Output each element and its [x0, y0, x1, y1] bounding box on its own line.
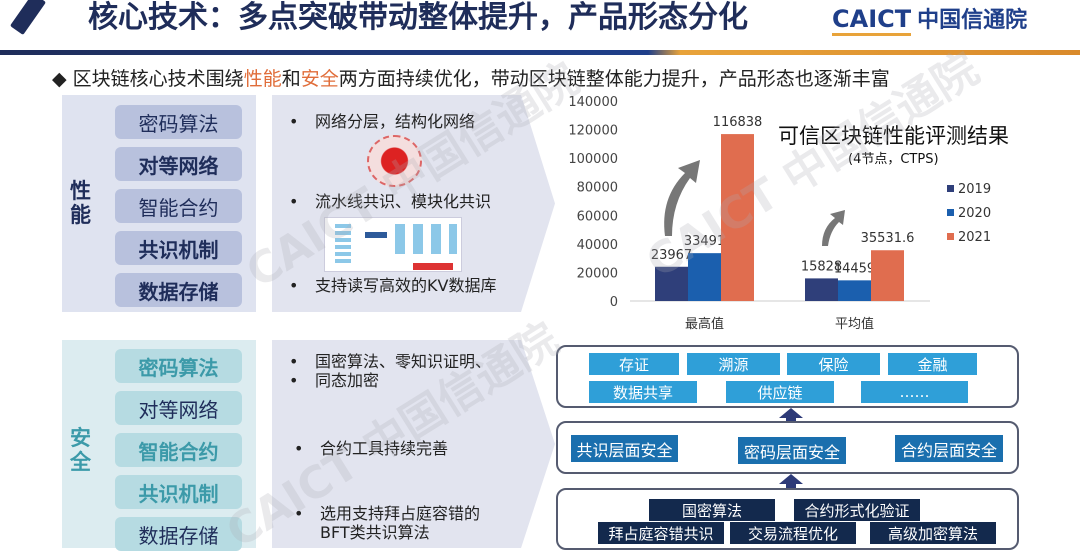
y-tick-label: 0: [610, 295, 618, 310]
app-chip: 供应链: [726, 381, 834, 403]
data-label: 33491: [684, 234, 725, 249]
app-chip: 溯源: [687, 353, 780, 375]
security-details: 国密算法、零知识证明、 同态加密 合约工具持续完善 选用支持拜占庭容错的 BFT…: [272, 340, 555, 548]
security-label: 安全: [70, 426, 91, 474]
legend-label: 2020: [958, 206, 991, 221]
network-diagram-image: [367, 135, 422, 187]
caict-logo: CAICT 中国信通院: [832, 2, 1027, 36]
perf-item: 数据存储: [115, 273, 242, 307]
performance-panel: 性能 密码算法 对等网络 智能合约 共识机制 数据存储: [62, 95, 256, 312]
y-tick-label: 40000: [577, 238, 618, 253]
up-arrow-icon: [779, 474, 803, 490]
bullet-continued: BFT类共识算法: [320, 523, 430, 542]
app-chip: 数据共享: [589, 381, 697, 403]
application-layer: 存证 溯源 保险 金融 数据共享 供应链 ……: [556, 345, 1019, 408]
data-label: 116838: [713, 115, 763, 130]
y-tick-label: 140000: [568, 95, 618, 110]
data-label: 35531.6: [861, 231, 915, 246]
tech-chip: 拜占庭容错共识: [598, 522, 724, 544]
sec-item: 密码算法: [115, 349, 242, 383]
bullet: 流水线共识、模块化共识: [289, 192, 491, 212]
data-label: 23967: [651, 248, 692, 263]
technology-layer: 国密算法 合约形式化验证 拜占庭容错共识 交易流程优化 高级加密算法: [556, 488, 1019, 550]
y-tick-label: 100000: [568, 152, 618, 167]
up-arrow-icon: [779, 408, 803, 424]
y-tick-label: 60000: [577, 209, 618, 224]
security-chip: 密码层面安全: [738, 437, 846, 464]
chart-title: 可信区块链性能评测结果: [778, 124, 1009, 148]
bullet: 支持读写高效的KV数据库: [289, 276, 497, 296]
legend-swatch: [947, 233, 954, 240]
header-divider: [0, 50, 1080, 55]
bullet-continued: 同态加密: [289, 371, 379, 391]
x-tick-label: 最高值: [685, 316, 724, 332]
x-tick-label: 平均值: [835, 316, 874, 332]
consensus-diagram-image: [324, 217, 462, 272]
bullet: 合约工具持续完善: [294, 439, 448, 459]
sec-item: 数据存储: [115, 517, 242, 551]
tech-chip: 高级加密算法: [870, 522, 996, 544]
perf-item: 密码算法: [115, 105, 242, 139]
app-chip: ……: [861, 381, 968, 403]
performance-details: 网络分层，结构化网络 流水线共识、模块化共识 支持读写高效的KV数据库: [272, 95, 555, 312]
app-chip: 存证: [589, 353, 679, 375]
page-title: 核心技术：多点突破带动整体提升，产品形态分化: [88, 0, 748, 35]
perf-item: 智能合约: [115, 189, 242, 223]
security-panel: 安全 密码算法 对等网络 智能合约 共识机制 数据存储: [62, 340, 256, 551]
bullet: 网络分层，结构化网络: [289, 112, 475, 132]
bullet: 选用支持拜占庭容错的: [294, 504, 480, 524]
chart-subtitle: (4节点，CTPS): [848, 152, 939, 167]
bullet: 国密算法、零知识证明、: [289, 352, 491, 372]
legend-swatch: [947, 209, 954, 216]
y-tick-label: 20000: [577, 266, 618, 281]
tech-chip: 合约形式化验证: [794, 499, 920, 521]
performance-chart: 0 20000 40000 60000 80000 100000 120000 140000 2…: [568, 95, 991, 332]
sec-item: 对等网络: [115, 391, 242, 425]
subtitle: ◆ 区块链核心技术围绕性能和安全两方面持续优化，带动区块链整体能力提升，产品形态…: [52, 68, 890, 90]
bar-2021: [721, 134, 754, 301]
y-tick-label: 80000: [577, 181, 618, 196]
security-chip: 合约层面安全: [895, 435, 1003, 462]
bar-2019: [655, 266, 688, 301]
bar-2019: [805, 278, 838, 301]
growth-arrow-icon: [664, 160, 700, 236]
tech-chip: 交易流程优化: [730, 522, 856, 544]
legend-label: 2021: [958, 230, 991, 245]
security-layer: 共识层面安全 密码层面安全 合约层面安全: [556, 421, 1019, 474]
bar-2020: [838, 280, 871, 301]
pen-icon: [9, 0, 47, 35]
app-chip: 金融: [888, 353, 977, 375]
bar-2021: [871, 250, 904, 301]
bar-2020: [688, 253, 721, 301]
legend-swatch: [947, 185, 954, 192]
security-chip: 共识层面安全: [571, 435, 678, 462]
y-tick-label: 120000: [568, 124, 618, 139]
performance-label: 性能: [70, 179, 91, 227]
data-label: 15828: [801, 259, 842, 274]
growth-arrow-icon: [822, 210, 845, 246]
perf-item: 对等网络: [115, 147, 242, 181]
tech-chip: 国密算法: [649, 499, 775, 521]
sec-item: 共识机制: [115, 475, 242, 509]
sec-item: 智能合约: [115, 433, 242, 467]
app-chip: 保险: [787, 353, 880, 375]
perf-item: 共识机制: [115, 231, 242, 265]
legend-label: 2019: [958, 182, 991, 197]
data-label: 14459: [834, 261, 875, 276]
